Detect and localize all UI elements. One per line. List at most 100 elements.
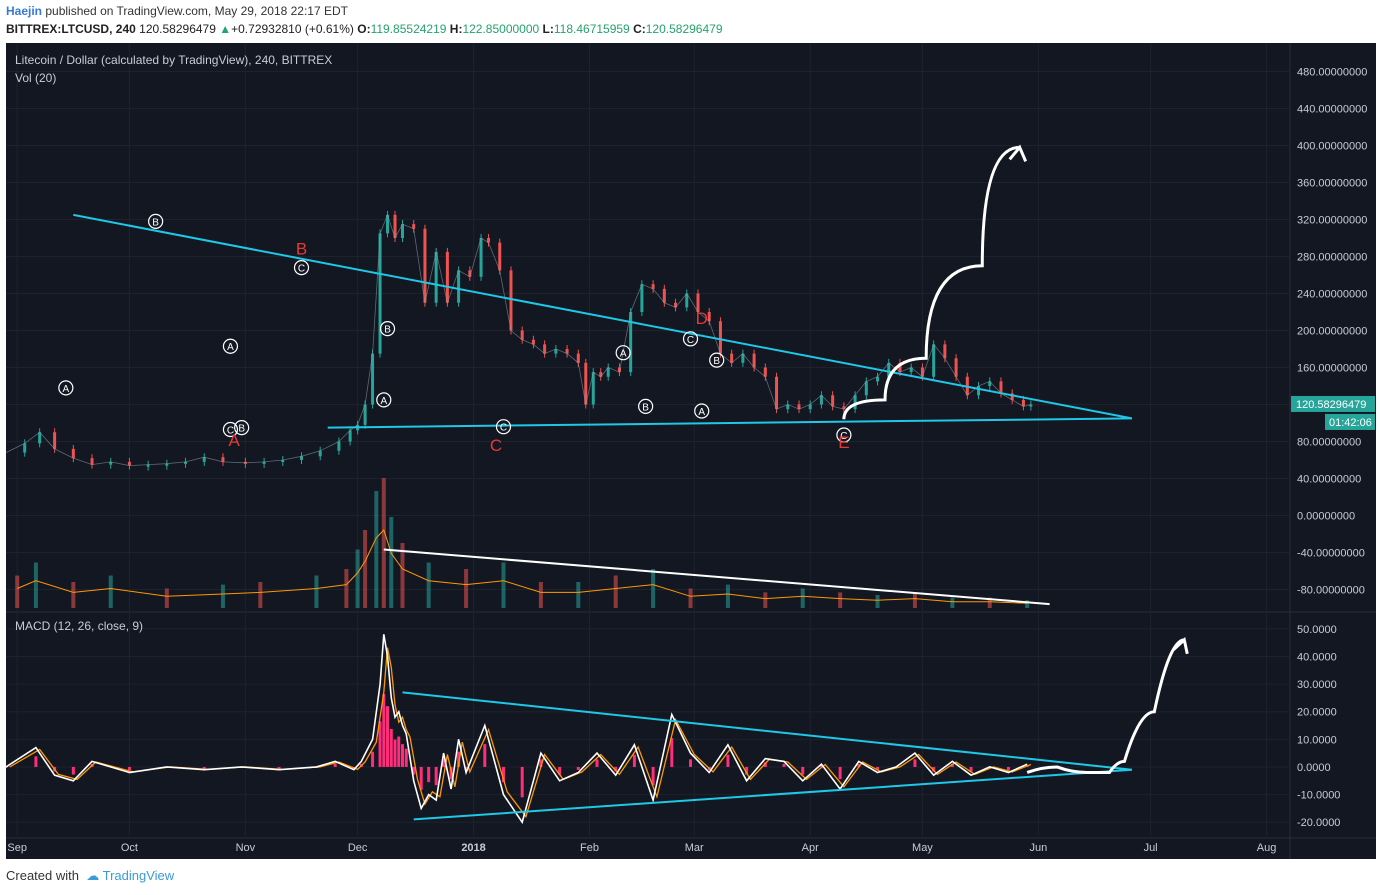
- macd-histogram-bar: [520, 766, 524, 798]
- price-candle: [300, 456, 304, 460]
- price-candle: [393, 214, 397, 238]
- created-with-label: Created with: [6, 868, 79, 883]
- arrow-head-icon: [1172, 636, 1189, 655]
- high-value: 122.85000000: [462, 22, 540, 36]
- wave-label-circle: [615, 345, 631, 361]
- price-candle: [479, 238, 483, 277]
- macd-histogram-bar: [876, 766, 880, 770]
- price-candle: [876, 376, 880, 382]
- volume-label: Vol (20): [15, 71, 56, 85]
- macd-histogram-bar: [501, 766, 505, 783]
- price-candle: [786, 404, 790, 410]
- price-candle: [752, 353, 756, 368]
- macd-projection-arrow: [1026, 638, 1185, 774]
- wave-marker: A: [229, 431, 241, 450]
- macd-histogram-bar: [726, 754, 730, 767]
- price-candle: [629, 312, 633, 373]
- price-candle: [651, 284, 655, 289]
- macd-histogram-bar: [427, 766, 431, 783]
- price-projection-arrow: [842, 145, 1020, 420]
- volume-bar: [501, 562, 506, 608]
- time-tick-label: Aug: [1257, 842, 1277, 854]
- volume-bar: [344, 569, 349, 608]
- countdown-tag-text: 01:42:06: [1329, 417, 1372, 429]
- price-candle: [954, 358, 958, 377]
- price-candle: [371, 353, 375, 405]
- price-candle: [842, 406, 846, 410]
- price-trendline: [73, 213, 1133, 420]
- macd-trendline: [402, 691, 1133, 771]
- price-tick-label: 160.00000000: [1297, 363, 1367, 375]
- time-tick-label: Nov: [236, 842, 256, 854]
- countdown-tag: [1325, 413, 1375, 430]
- price-candle: [864, 381, 868, 396]
- macd-histogram-bar: [558, 766, 562, 775]
- tradingview-brand-link[interactable]: TradingView: [102, 868, 175, 883]
- volume-bar: [400, 543, 405, 608]
- price-candle: [606, 367, 610, 377]
- price-candle: [281, 460, 285, 462]
- macd-histogram-bar: [371, 751, 375, 767]
- volume-bar: [613, 575, 618, 608]
- price-candle: [378, 233, 382, 354]
- time-tick-label: May: [912, 842, 933, 854]
- price-tick-label: 80.00000000: [1297, 437, 1361, 449]
- signal-line: [9, 647, 1032, 819]
- price-tick-label: -80.00000000: [1297, 585, 1365, 597]
- footer: Created with ☁ TradingView: [6, 868, 174, 884]
- macd-pane: [6, 634, 1189, 825]
- macd-histogram-bar: [801, 766, 805, 775]
- ohlc-header: BITTREX:LTCUSD, 240 120.58296479 ▲+0.729…: [6, 22, 723, 36]
- wave-label: B: [238, 424, 245, 435]
- macd-histogram-bar: [382, 694, 386, 767]
- price-candle: [977, 386, 981, 396]
- macd-histogram-bar: [393, 739, 397, 767]
- price-tick-label: 360.00000000: [1297, 178, 1367, 190]
- price-candle: [775, 376, 779, 410]
- open-label: O:: [357, 22, 371, 36]
- price-candle: [520, 330, 524, 340]
- macd-histogram-bar: [71, 766, 75, 775]
- author-name[interactable]: Haejin: [6, 4, 43, 18]
- price-candle: [707, 312, 711, 322]
- macd-tick-label: 20.0000: [1297, 707, 1337, 719]
- volume-bar: [725, 584, 730, 608]
- wave-label-circle: [638, 398, 654, 414]
- price-tick-label: 320.00000000: [1297, 215, 1367, 227]
- macd-histogram-bar: [434, 766, 438, 786]
- price-trendline: [327, 417, 1132, 429]
- price-candle: [348, 430, 352, 442]
- wave-marker: D: [696, 309, 708, 328]
- macd-histogram-bar: [404, 748, 408, 767]
- macd-tick-label: -20.0000: [1297, 817, 1340, 829]
- wave-label: B: [713, 356, 720, 367]
- macd-tick-label: 10.0000: [1297, 734, 1337, 746]
- wave-label: B: [642, 402, 649, 413]
- price-candle: [71, 448, 75, 459]
- price-candle: [363, 404, 367, 425]
- macd-histogram-bar: [412, 766, 416, 775]
- time-tick-label: Oct: [121, 842, 138, 854]
- volume-bar: [381, 478, 386, 608]
- price-candle: [763, 367, 767, 377]
- macd-histogram-bar: [457, 751, 461, 767]
- cloud-logo-icon: ☁: [86, 868, 100, 883]
- price-candle: [221, 457, 225, 462]
- volume-bar: [950, 597, 955, 608]
- price-candle: [531, 339, 535, 345]
- macd-tick-label: 50.0000: [1297, 624, 1337, 636]
- price-candle: [718, 321, 722, 354]
- volume-bar: [389, 517, 394, 608]
- time-tick-label: 2018: [461, 842, 485, 854]
- wave-label-circle: [293, 260, 310, 276]
- macd-histogram-bar: [277, 766, 281, 769]
- close-value: 120.58296479: [645, 22, 723, 36]
- price-tick-label: 280.00000000: [1297, 252, 1367, 264]
- volume-trendline: [383, 548, 1050, 606]
- price-candle: [23, 443, 27, 453]
- price-candle: [53, 432, 57, 449]
- wave-label-circle: [379, 321, 396, 337]
